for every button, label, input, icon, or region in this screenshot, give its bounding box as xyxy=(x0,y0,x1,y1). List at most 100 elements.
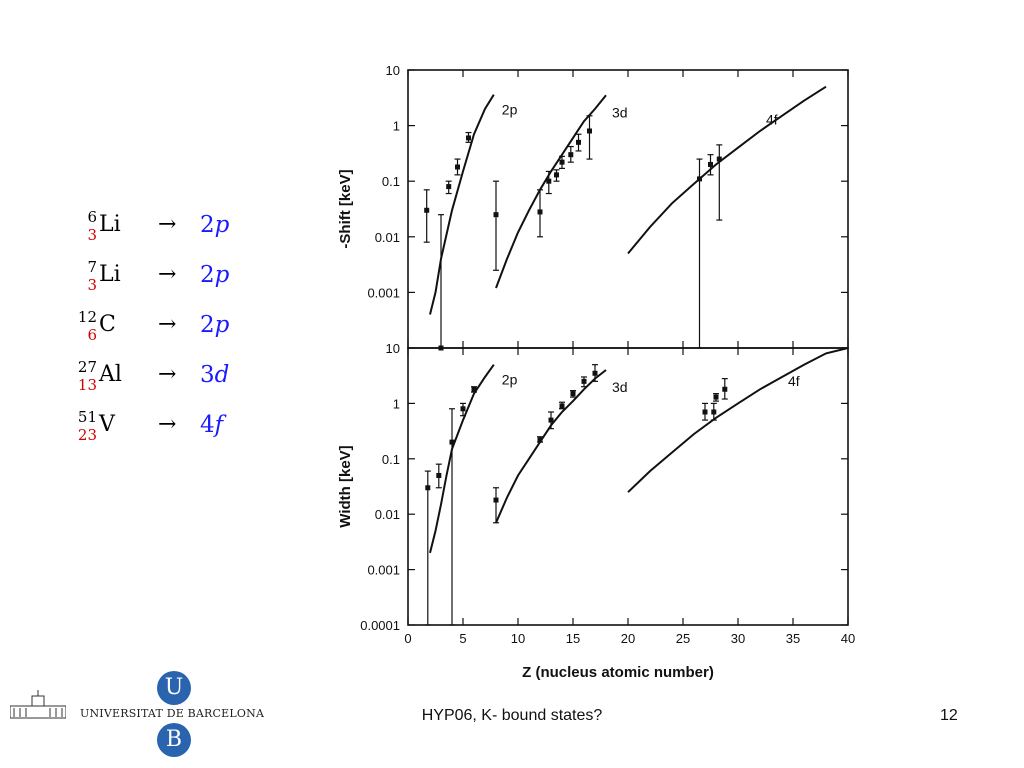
nucleus-symbol: 27 13 Al xyxy=(62,358,130,402)
data-point xyxy=(576,139,581,145)
orbital-l: f xyxy=(214,412,224,438)
mass-number: 51 xyxy=(77,408,97,426)
page-number: 12 xyxy=(940,707,958,724)
series-curve-4f xyxy=(627,347,849,493)
orbital-n: 4 xyxy=(200,412,215,438)
shift-width-figure: 10 1 0.1 0.01 0.001 -Shift [keV] 2p 3d 4f 10 1 0.1 0… xyxy=(337,63,855,681)
series-label: 2p xyxy=(502,102,518,118)
data-point xyxy=(424,207,430,213)
atomic-number: 3 xyxy=(87,226,97,244)
data-point xyxy=(471,386,477,392)
arrow-icon: → xyxy=(158,212,177,237)
x-tick-label: 15 xyxy=(566,631,580,646)
x-tick-label: 35 xyxy=(786,631,800,646)
data-point xyxy=(449,439,455,445)
orbital-n: 2 xyxy=(200,212,215,238)
x-tick-label: 25 xyxy=(676,631,690,646)
data-point xyxy=(466,135,471,141)
orbital-label: 2p xyxy=(200,212,229,238)
nucleus-symbol: 51 23 V xyxy=(62,408,130,452)
series-curve-2p xyxy=(429,364,495,554)
mass-number: 12 xyxy=(77,308,97,326)
orbital-n: 2 xyxy=(200,262,215,288)
data-point xyxy=(587,128,592,134)
data-point xyxy=(436,472,442,478)
data-point xyxy=(722,386,728,392)
atomic-number: 13 xyxy=(77,376,97,394)
arrow-icon: → xyxy=(158,262,177,287)
university-name: UNIVERSITAT DE BARCELONA xyxy=(80,707,265,720)
data-point xyxy=(716,156,722,162)
y-tick-label: 0.1 xyxy=(382,452,400,467)
series-label: 4f xyxy=(766,112,778,128)
nucleus-symbol: 7 3 Li xyxy=(62,258,130,302)
data-point xyxy=(537,437,543,443)
orbital-n: 2 xyxy=(200,312,215,338)
mass-number: 6 xyxy=(87,208,97,226)
series-curve-2p xyxy=(429,94,495,315)
data-point xyxy=(570,391,576,397)
element-symbol: Li xyxy=(99,262,121,287)
x-tick-label: 10 xyxy=(511,631,525,646)
nucleus-symbol: 12 6 C xyxy=(62,308,130,352)
x-tick-label: 5 xyxy=(459,631,466,646)
arrow-icon: → xyxy=(158,312,177,337)
orbital-n: 3 xyxy=(200,362,215,388)
y-tick-label: 0.001 xyxy=(367,563,400,578)
series-label: 4f xyxy=(788,373,800,389)
y-tick-label: 0.01 xyxy=(375,507,400,522)
y-tick-label: 10 xyxy=(386,63,400,78)
element-symbol: Li xyxy=(99,212,121,237)
x-axis-title: Z (nucleus atomic number) xyxy=(522,664,714,681)
nucleus-symbol: 6 3 Li xyxy=(62,208,130,252)
university-building-logo xyxy=(10,690,66,719)
atomic-number: 23 xyxy=(77,426,97,444)
element-symbol: V xyxy=(99,412,115,437)
data-point xyxy=(554,172,559,178)
y-tick-label: 10 xyxy=(386,341,400,356)
x-tick-label: 0 xyxy=(404,631,411,646)
atomic-number: 6 xyxy=(87,326,97,344)
orbital-l: d xyxy=(214,362,230,388)
footer-title: HYP06, K- bound states? xyxy=(421,707,603,724)
orbital-l: p xyxy=(214,312,230,338)
y-tick-label: 1 xyxy=(393,396,400,411)
data-point xyxy=(548,417,554,423)
orbital-label: 2p xyxy=(200,312,229,338)
orbital-label: 3d xyxy=(200,362,229,388)
data-point xyxy=(713,394,719,400)
y-axis-title: -Shift [keV] xyxy=(337,169,354,248)
data-point xyxy=(711,409,717,415)
university-badge-b: B xyxy=(157,723,191,757)
series-label: 2p xyxy=(502,372,518,388)
data-point xyxy=(493,212,499,218)
series-curve-3d xyxy=(495,369,607,524)
y-axis-title: Width [keV] xyxy=(337,445,354,527)
arrow-icon: → xyxy=(158,412,177,437)
atomic-number: 3 xyxy=(87,276,97,294)
data-point xyxy=(455,164,460,170)
orbital-l: p xyxy=(214,212,230,238)
x-tick-label: 40 xyxy=(841,631,855,646)
data-point xyxy=(702,409,708,415)
plot-frame xyxy=(407,69,849,349)
element-symbol: Al xyxy=(99,362,122,387)
data-point xyxy=(708,161,713,167)
series-label: 3d xyxy=(612,104,628,120)
data-point xyxy=(537,209,543,215)
panel-bottom: 10 1 0.1 0.01 0.001 0.0001 Width [keV] 2p 3d 4f 0 5… xyxy=(337,341,855,681)
data-point xyxy=(446,184,452,190)
y-tick-label: 0.1 xyxy=(382,174,400,189)
data-point xyxy=(559,159,565,165)
x-tick-label: 30 xyxy=(731,631,745,646)
orbital-label: 2p xyxy=(200,262,229,288)
orbital-l: p xyxy=(214,262,230,288)
data-point xyxy=(493,497,499,503)
mass-number: 7 xyxy=(87,258,97,276)
data-point xyxy=(581,378,587,384)
data-point xyxy=(592,370,598,376)
y-tick-label: 0.001 xyxy=(367,285,400,300)
data-point xyxy=(697,176,702,182)
orbital-label: 4f xyxy=(200,412,223,438)
data-point xyxy=(546,178,552,184)
